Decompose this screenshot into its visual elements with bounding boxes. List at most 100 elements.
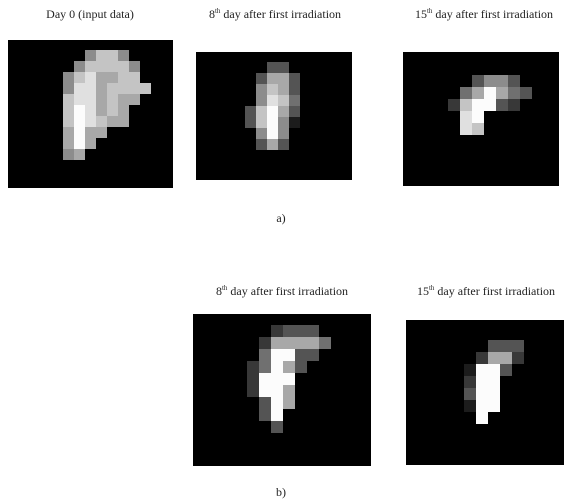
title-suffix: th <box>215 7 221 15</box>
pixel <box>289 106 300 117</box>
pixel <box>289 84 300 95</box>
pixel <box>283 337 295 349</box>
title-suffix: th <box>427 7 433 15</box>
pixel <box>295 349 307 361</box>
pixel <box>118 94 129 105</box>
pixel <box>267 128 278 139</box>
pixel <box>74 116 85 127</box>
pixel <box>295 325 307 337</box>
pixel <box>283 349 295 361</box>
pixel <box>271 349 283 361</box>
pixel <box>96 72 107 83</box>
pixel <box>460 111 472 123</box>
pixel <box>245 117 256 128</box>
pixel <box>484 99 496 111</box>
pixel <box>74 83 85 94</box>
panel-title: Day 0 (input data) <box>46 7 134 21</box>
pixel <box>271 337 283 349</box>
pixel <box>256 128 267 139</box>
pixel <box>129 61 140 72</box>
pixel <box>271 373 283 385</box>
pixel <box>508 75 520 87</box>
pixel <box>74 61 85 72</box>
pixel <box>496 87 508 99</box>
pixel <box>259 337 271 349</box>
pixel <box>476 412 488 424</box>
pixel <box>267 84 278 95</box>
pixel <box>259 397 271 409</box>
pixel <box>85 116 96 127</box>
pixel <box>488 340 500 352</box>
pixel <box>140 83 151 94</box>
pixel <box>85 94 96 105</box>
pixel <box>488 376 500 388</box>
pixel <box>271 325 283 337</box>
pixel <box>472 111 484 123</box>
pixel <box>256 73 267 84</box>
pixel <box>96 127 107 138</box>
pixel <box>488 400 500 412</box>
pixel <box>63 94 74 105</box>
pixel <box>85 105 96 116</box>
title-suffix: th <box>429 284 435 292</box>
pixel <box>267 95 278 106</box>
pixel <box>271 409 283 421</box>
pixel <box>107 50 118 61</box>
pixel <box>283 397 295 409</box>
pixel <box>247 361 259 373</box>
part-label: a) <box>276 211 285 225</box>
pixel <box>74 105 85 116</box>
pixel <box>74 94 85 105</box>
pixel <box>278 95 289 106</box>
pixel <box>500 340 512 352</box>
pixel <box>448 99 460 111</box>
pixel <box>118 72 129 83</box>
pixel <box>278 62 289 73</box>
pixel <box>472 75 484 87</box>
pixel <box>96 61 107 72</box>
pixel <box>278 106 289 117</box>
pixel <box>74 149 85 160</box>
pixel <box>267 117 278 128</box>
pixel <box>85 61 96 72</box>
pixel <box>472 99 484 111</box>
pixel <box>259 409 271 421</box>
pixel <box>267 73 278 84</box>
part-label: b) <box>276 485 286 499</box>
pixel <box>472 87 484 99</box>
pixel <box>107 72 118 83</box>
title-rest: day after first irradiation <box>435 7 553 21</box>
pixel <box>472 123 484 135</box>
pixel <box>283 373 295 385</box>
pixel <box>508 99 520 111</box>
pixel <box>267 139 278 150</box>
pixel <box>74 72 85 83</box>
pixel <box>289 117 300 128</box>
pixel <box>295 361 307 373</box>
pixel <box>129 94 140 105</box>
pixel <box>460 87 472 99</box>
pixel <box>247 385 259 397</box>
pixel <box>512 340 524 352</box>
pixel <box>512 352 524 364</box>
pixel <box>85 127 96 138</box>
pixel <box>307 325 319 337</box>
pixel <box>289 73 300 84</box>
pixel <box>476 352 488 364</box>
pixel <box>107 83 118 94</box>
pixel <box>267 106 278 117</box>
title-number: 15 <box>417 284 429 298</box>
pixel <box>278 84 289 95</box>
pixel <box>118 61 129 72</box>
pixel <box>63 116 74 127</box>
pixel <box>464 364 476 376</box>
pixel <box>63 83 74 94</box>
pixel <box>488 352 500 364</box>
pixel <box>295 337 307 349</box>
pixel <box>256 84 267 95</box>
pixel <box>476 364 488 376</box>
pixel <box>464 400 476 412</box>
pixel <box>63 138 74 149</box>
